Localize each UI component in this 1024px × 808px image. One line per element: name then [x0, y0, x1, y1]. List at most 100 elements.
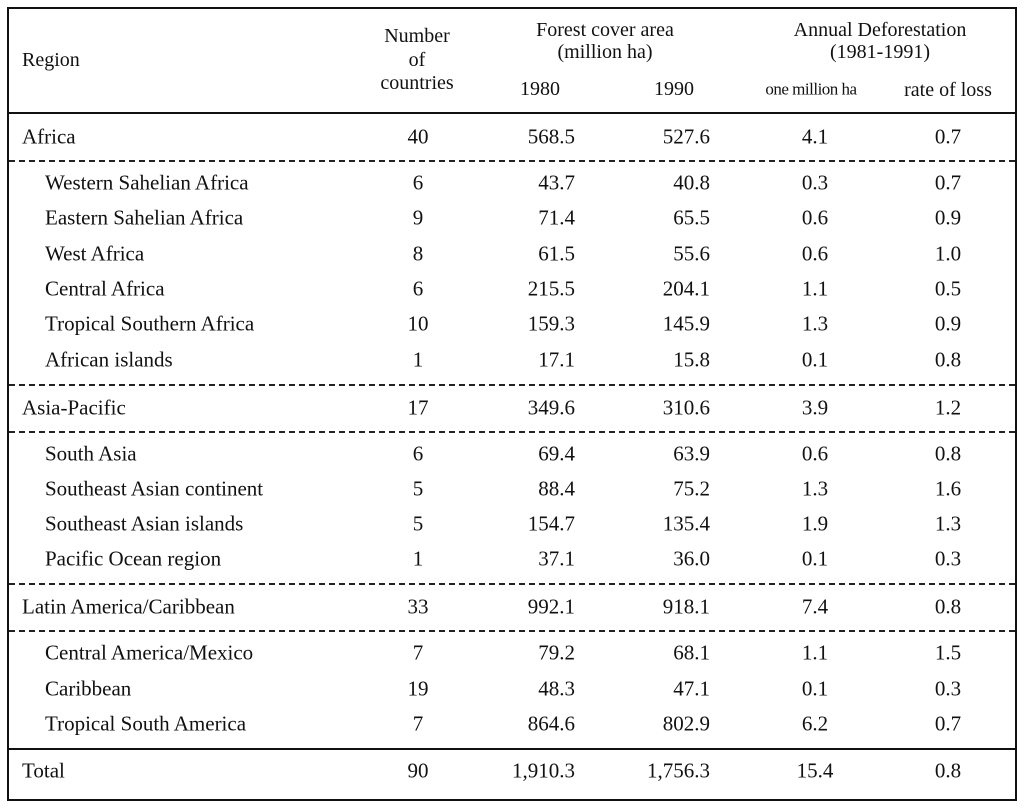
header-rate: rate of loss [904, 79, 992, 101]
deforest-rate-cell: 0.7 [934, 124, 962, 149]
forest-1980-cell: 69.4 [538, 441, 575, 465]
table-border [7, 7, 1017, 801]
deforest-rate-cell: 1.5 [934, 640, 962, 665]
rule-line [9, 112, 1015, 114]
dashed-separator [9, 583, 1015, 586]
deforest-area-cell: 3.9 [801, 395, 829, 419]
forest-1980-cell: 37.1 [538, 546, 575, 571]
forest-1980-cell: 154.7 [527, 511, 575, 536]
header-forest: Forest cover area [536, 19, 674, 41]
deforest-area-cell: 0.6 [801, 205, 829, 230]
countries-cell: 1 [412, 546, 424, 571]
region-name: South Asia [45, 441, 137, 465]
deforest-rate-cell: 1.0 [934, 241, 962, 266]
dashed-separator [9, 430, 1015, 433]
region-name: Pacific Ocean region [45, 546, 222, 571]
countries-cell: 6 [412, 170, 424, 195]
region-name: Caribbean [45, 676, 132, 701]
countries-cell: 9 [412, 205, 424, 230]
deforest-rate-cell: 0.7 [934, 711, 962, 736]
deforest-area-cell: 1.9 [801, 511, 829, 536]
dashed-separator [9, 383, 1015, 386]
header-forest: (million ha) [557, 41, 653, 63]
deforest-area-cell: 6.2 [801, 711, 829, 736]
forest-1980-cell: 48.3 [538, 676, 575, 701]
countries-cell: 33 [407, 594, 429, 619]
deforest-area-cell: 7.4 [801, 594, 829, 619]
deforest-rate-cell: 0.7 [934, 170, 962, 195]
deforest-rate-cell: 1.3 [934, 511, 962, 536]
header-countries: of [408, 49, 426, 71]
region-name: Latin America/Caribbean [22, 594, 235, 619]
region-name: West Africa [45, 241, 145, 266]
forest-1990-cell: 75.2 [673, 476, 710, 501]
countries-cell: 6 [412, 276, 424, 301]
region-name: Africa [22, 124, 76, 149]
header-deforestation: (1981-1991) [830, 41, 930, 63]
forest-1990-cell: 36.0 [673, 546, 710, 571]
deforest-area-cell: 0.6 [801, 241, 829, 266]
deforest-rate-cell: 0.8 [934, 758, 962, 783]
region-name: African islands [45, 347, 173, 371]
deforest-rate-cell: 1.2 [934, 395, 962, 419]
deforest-area-cell: 1.1 [801, 276, 829, 301]
region-name: Western Sahelian Africa [45, 170, 249, 195]
countries-cell: 90 [407, 758, 429, 783]
deforest-area-cell: 0.3 [801, 170, 829, 195]
deforest-area-cell: 0.1 [801, 676, 829, 701]
deforest-rate-cell: 0.8 [934, 441, 962, 465]
forest-1990-cell: 55.6 [673, 241, 710, 266]
forest-1980-cell: 17.1 [538, 347, 575, 371]
region-name: Southeast Asian continent [45, 476, 264, 501]
region-name: Tropical South America [45, 711, 247, 736]
region-name: Central Africa [45, 276, 165, 301]
forest-1980-cell: 159.3 [527, 311, 575, 336]
forest-1980-cell: 349.6 [527, 395, 575, 419]
forest-1980-cell: 215.5 [527, 276, 575, 301]
deforest-rate-cell: 1.6 [934, 476, 962, 501]
deforest-area-cell: 15.4 [796, 758, 834, 783]
forest-1990-cell: 802.9 [662, 711, 710, 736]
header-year: 1990 [654, 78, 694, 100]
deforest-rate-cell: 0.5 [934, 276, 962, 301]
countries-cell: 19 [407, 676, 429, 701]
countries-cell: 8 [412, 241, 424, 266]
countries-cell: 1 [412, 347, 424, 371]
deforest-area-cell: 1.3 [801, 476, 829, 501]
countries-cell: 17 [407, 395, 429, 419]
deforest-rate-cell: 0.8 [934, 347, 962, 371]
region-name: Central America/Mexico [45, 640, 254, 665]
countries-cell: 5 [412, 511, 424, 536]
forest-1990-cell: 1,756.3 [647, 758, 710, 783]
forest-1980-cell: 88.4 [538, 476, 575, 501]
forest-1980-cell: 71.4 [538, 205, 575, 230]
deforest-rate-cell: 0.8 [934, 594, 962, 619]
header-countries: countries [380, 72, 454, 94]
forest-1990-cell: 918.1 [662, 594, 710, 619]
deforest-area-cell: 1.3 [801, 311, 829, 336]
deforest-area-cell: 0.1 [801, 347, 829, 371]
forest-1990-cell: 135.4 [662, 511, 710, 536]
countries-cell: 7 [412, 711, 424, 736]
deforest-area-cell: 1.1 [801, 640, 829, 665]
countries-cell: 5 [412, 476, 424, 501]
forest-1990-cell: 310.6 [662, 395, 710, 419]
forest-1980-cell: 79.2 [538, 640, 575, 665]
forest-1980-cell: 864.6 [527, 711, 575, 736]
forest-1990-cell: 40.8 [673, 170, 710, 195]
countries-cell: 40 [407, 124, 429, 149]
dashed-separator [9, 630, 1015, 633]
countries-cell: 7 [412, 640, 424, 665]
forest-1990-cell: 527.6 [662, 124, 710, 149]
forest-1990-cell: 68.1 [673, 640, 710, 665]
region-name: Asia-Pacific [22, 395, 126, 419]
forest-1980-cell: 568.5 [527, 124, 575, 149]
region-name: Southeast Asian islands [45, 511, 244, 536]
forest-1990-cell: 204.1 [662, 276, 710, 301]
header-million-ha: one million ha [765, 79, 857, 99]
rule-line [9, 748, 1015, 750]
deforest-rate-cell: 0.3 [934, 546, 962, 571]
forest-1990-cell: 47.1 [673, 676, 710, 701]
deforest-area-cell: 0.6 [801, 441, 829, 465]
